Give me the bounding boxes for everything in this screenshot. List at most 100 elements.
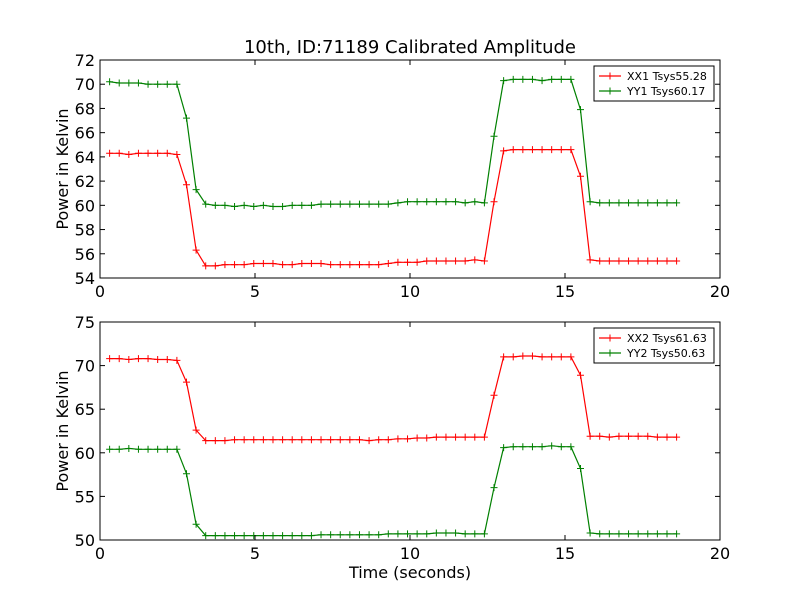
- data-point: [317, 200, 325, 208]
- legend-marker: [606, 334, 614, 342]
- data-point: [336, 200, 344, 208]
- data-point: [548, 75, 556, 83]
- data-point: [211, 201, 219, 209]
- data-point: [596, 530, 604, 538]
- data-point: [259, 436, 267, 444]
- data-point: [404, 435, 412, 443]
- y-tick-label: 62: [75, 172, 95, 191]
- data-point: [528, 443, 536, 451]
- data-point: [375, 261, 383, 269]
- data-point: [519, 146, 527, 154]
- data-point: [461, 530, 469, 538]
- data-point: [336, 261, 344, 269]
- data-point: [269, 532, 277, 540]
- data-point: [173, 445, 181, 453]
- data-point: [480, 257, 488, 265]
- data-point: [663, 530, 671, 538]
- data-point: [375, 436, 383, 444]
- series-2: [106, 442, 681, 540]
- data-point: [653, 530, 661, 538]
- data-point: [365, 531, 373, 539]
- data-point: [557, 75, 565, 83]
- data-point: [625, 257, 633, 265]
- data-point: [605, 433, 613, 441]
- data-point: [442, 433, 450, 441]
- y-tick-label: 64: [75, 148, 95, 167]
- data-point: [115, 355, 123, 363]
- data-point: [336, 436, 344, 444]
- data-point: [202, 532, 210, 540]
- data-point: [192, 246, 200, 254]
- data-point: [106, 355, 114, 363]
- data-point: [394, 199, 402, 207]
- data-point: [202, 437, 210, 445]
- legend: XX1 Tsys55.28 YY1 Tsys60.17: [593, 65, 715, 102]
- data-point: [423, 530, 431, 538]
- data-point: [471, 530, 479, 538]
- data-point: [500, 77, 508, 85]
- data-point: [480, 530, 488, 538]
- data-point: [644, 432, 652, 440]
- data-point: [605, 199, 613, 207]
- data-point: [442, 529, 450, 537]
- x-tick-label: 20: [710, 282, 730, 301]
- data-point: [615, 530, 623, 538]
- y-tick-label: 75: [75, 313, 95, 332]
- data-point: [567, 353, 575, 361]
- data-point: [509, 146, 517, 154]
- data-point: [394, 435, 402, 443]
- data-point: [673, 257, 681, 265]
- data-point: [288, 532, 296, 540]
- data-point: [115, 149, 123, 157]
- y-tick-label: 50: [75, 531, 95, 550]
- data-point: [500, 353, 508, 361]
- data-point: [182, 114, 190, 122]
- data-point: [134, 149, 142, 157]
- bottom-plot: 0 5 10 15 20 50 55 60 65 70 75 Power in Kelvin XX2 T…: [53, 313, 730, 563]
- data-point: [625, 199, 633, 207]
- data-point: [384, 259, 392, 267]
- y-tick-label: 70: [75, 357, 95, 376]
- x-tick-label: 0: [95, 282, 105, 301]
- data-point: [288, 261, 296, 269]
- data-point: [509, 443, 517, 451]
- y-axis-label: Power in Kelvin: [53, 108, 72, 229]
- data-point: [231, 261, 239, 269]
- data-point: [577, 464, 584, 472]
- y-tick-label: 60: [75, 444, 95, 463]
- data-point: [375, 531, 383, 539]
- data-point: [279, 203, 287, 211]
- x-tick-label: 15: [555, 544, 575, 563]
- data-point: [480, 433, 488, 441]
- data-point: [500, 147, 508, 155]
- y-tick-label: 66: [75, 124, 95, 143]
- data-point: [644, 257, 652, 265]
- data-point: [144, 445, 152, 453]
- data-point: [452, 257, 460, 265]
- data-point: [173, 356, 181, 364]
- data-point: [327, 531, 335, 539]
- data-point: [231, 203, 239, 211]
- data-point: [125, 79, 133, 87]
- data-point: [307, 436, 315, 444]
- series-2: [106, 75, 681, 211]
- data-point: [394, 258, 402, 266]
- data-point: [490, 198, 498, 206]
- data-point: [413, 434, 421, 442]
- data-point: [134, 445, 142, 453]
- data-point: [586, 256, 594, 264]
- data-point: [240, 436, 248, 444]
- data-point: [577, 106, 584, 114]
- y-tick-label: 65: [75, 400, 95, 419]
- data-point: [250, 259, 258, 267]
- data-point: [298, 532, 306, 540]
- data-point: [432, 198, 440, 206]
- data-point: [327, 436, 335, 444]
- data-point: [154, 355, 162, 363]
- data-point: [596, 432, 604, 440]
- data-point: [182, 378, 190, 386]
- x-tick-label: 10: [400, 544, 420, 563]
- series-1: [106, 146, 681, 270]
- data-point: [634, 257, 642, 265]
- data-point: [346, 531, 354, 539]
